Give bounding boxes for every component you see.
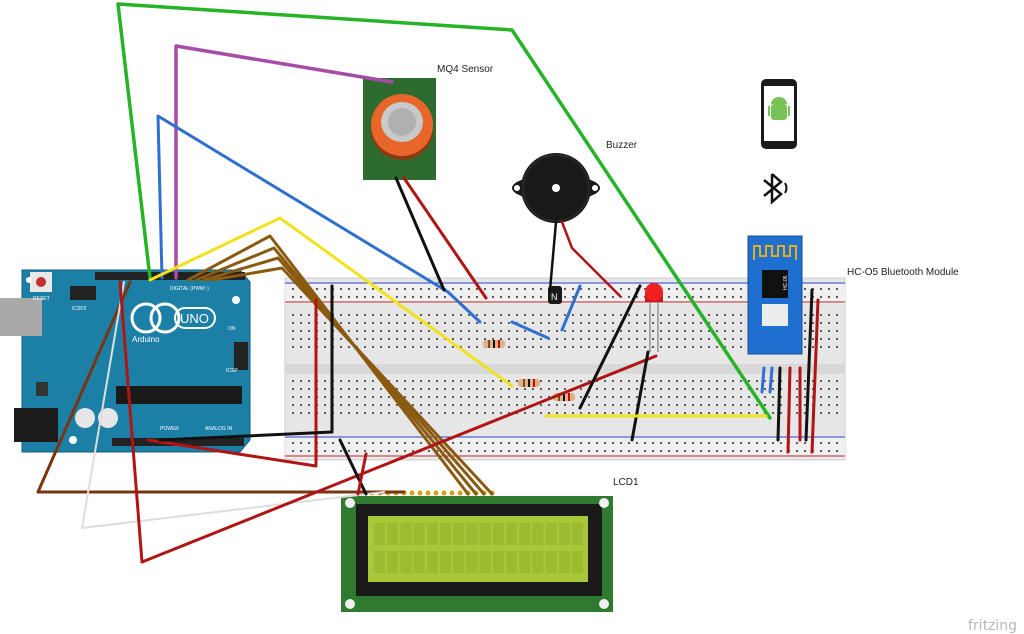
digital-header <box>95 272 245 280</box>
wire-yellow <box>148 216 514 388</box>
arduino-uno-board: RESET ICSP2 DIGITAL (PWM~) Arduino UNO O… <box>0 269 251 453</box>
wire-blue-1 <box>156 114 450 294</box>
wire-black-lcd <box>338 438 368 496</box>
wire-rail-red <box>810 298 820 454</box>
wire-red-buzzer <box>560 220 622 298</box>
bluetooth-icon <box>763 173 788 205</box>
hc05-label: HC-O5 Bluetooth Module <box>847 267 959 278</box>
digital-label: DIGITAL (PWM~) <box>170 286 209 292</box>
wire-blue-transistor-2 <box>560 284 582 332</box>
power-jack <box>14 408 58 442</box>
wire-black-led <box>578 284 642 410</box>
reset-label: RESET <box>33 296 50 302</box>
wire-hc05-blue2 <box>768 366 774 394</box>
android-phone-icon <box>761 79 797 149</box>
wire-rail-black <box>804 288 814 442</box>
lcd-label: LCD1 <box>613 477 639 488</box>
red-led <box>645 283 663 352</box>
wire-hc05-red <box>786 366 792 454</box>
wire-brown-2 <box>194 246 478 496</box>
hc05-chip-label: HC-05 <box>783 275 789 290</box>
buzzer: Buzzer <box>512 140 638 223</box>
wire-blue-transistor <box>510 320 550 340</box>
power-label: POWER <box>160 426 179 432</box>
wire-brown-4 <box>210 266 494 496</box>
fritzing-brand: fritzing <box>968 618 1017 634</box>
usb-port <box>0 298 42 336</box>
wire-red-lcd <box>356 452 368 496</box>
wire-black-led-2 <box>630 350 650 442</box>
wire-purple <box>174 44 394 280</box>
wires <box>36 2 820 564</box>
wire-black-buzzer <box>548 220 558 292</box>
transistor-label: N <box>551 292 558 302</box>
wire-hc05-blue <box>760 366 766 394</box>
icsp-label: ICSP <box>226 368 238 374</box>
wire-red-mq4 <box>402 176 488 300</box>
wire-green <box>116 2 772 420</box>
arduino-logo <box>130 302 162 334</box>
icsp2-label: ICSP2 <box>72 306 87 312</box>
wire-red-arduino <box>118 280 658 564</box>
analog-label: ANALOG IN <box>205 426 233 432</box>
atmega-chip <box>116 386 242 404</box>
mq4-sensor: MQ4 Sensor <box>363 64 494 180</box>
wire-darkbrown <box>36 280 406 494</box>
wire-hc05-black <box>776 366 782 442</box>
mq4-label: MQ4 Sensor <box>437 64 494 75</box>
resistor-1 <box>483 340 505 348</box>
power-analog-header <box>112 438 244 446</box>
buzzer-label: Buzzer <box>606 140 638 151</box>
wire-brown-3 <box>202 256 486 496</box>
on-led-label: ON <box>228 326 236 332</box>
wire-black-gnd <box>158 284 334 442</box>
lcd-16x2: LCD1 <box>341 477 639 612</box>
npn-transistor: N <box>548 286 562 304</box>
arduino-model: UNO <box>180 311 209 326</box>
wire-brown-1 <box>186 234 470 496</box>
hc05-bluetooth-module: HC-05 HC-O5 Bluetooth Module <box>747 235 959 355</box>
wire-red-power <box>146 298 318 468</box>
resistor-2 <box>518 379 540 387</box>
wire-blue-2 <box>446 290 482 324</box>
arduino-brand: Arduino <box>132 335 160 344</box>
wire-black-mq4 <box>394 176 446 292</box>
